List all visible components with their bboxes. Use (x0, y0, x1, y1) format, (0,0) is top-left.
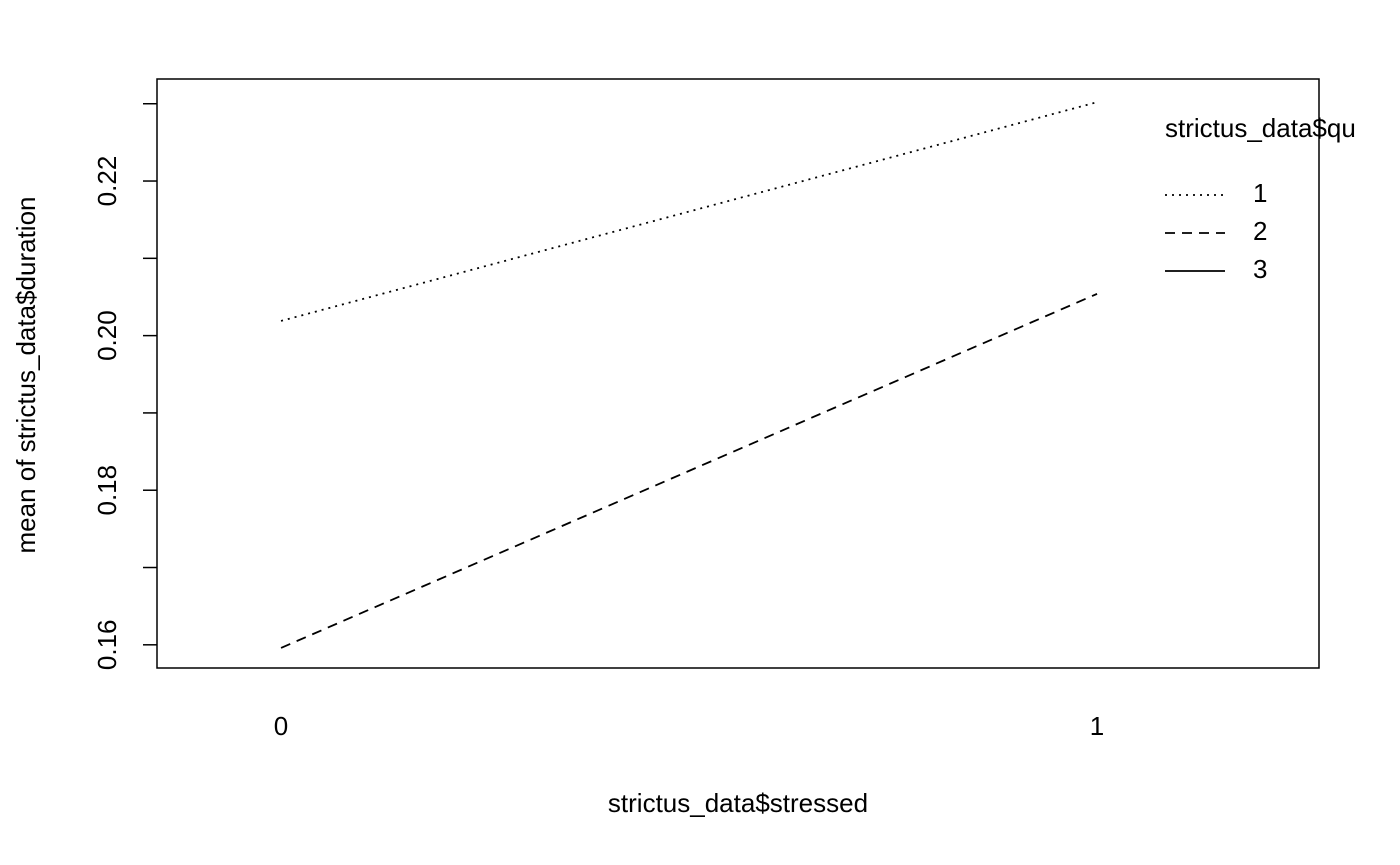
y-tick-label: 0.18 (92, 465, 122, 516)
y-tick-label: 0.22 (92, 156, 122, 207)
x-tick-label: 1 (1090, 711, 1104, 741)
y-axis-title: mean of strictus_data$duration (11, 197, 41, 554)
legend-label: 2 (1253, 216, 1267, 246)
plot-box (156, 78, 1320, 669)
y-tick-label: 0.16 (92, 620, 122, 671)
x-tick-label: 0 (274, 711, 288, 741)
x-axis-title: strictus_data$stressed (608, 788, 868, 818)
series-line (280, 293, 1098, 649)
series-line (280, 101, 1098, 322)
legend-label: 3 (1253, 254, 1267, 284)
legend-label: 1 (1253, 178, 1267, 208)
legend-title: strictus_data$qu (1165, 113, 1356, 143)
y-tick-label: 0.20 (92, 310, 122, 361)
